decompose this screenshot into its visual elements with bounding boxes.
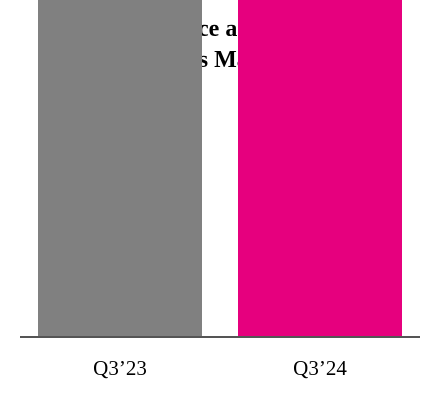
bar-2 [238,0,402,337]
bar-1 [38,0,202,338]
labels-group: 53.0%Q3’2357.6%Q3’24 [93,356,347,380]
category-label-1: Q3’23 [93,356,147,380]
bars-group [38,0,402,338]
category-label-2: Q3’24 [293,356,347,380]
